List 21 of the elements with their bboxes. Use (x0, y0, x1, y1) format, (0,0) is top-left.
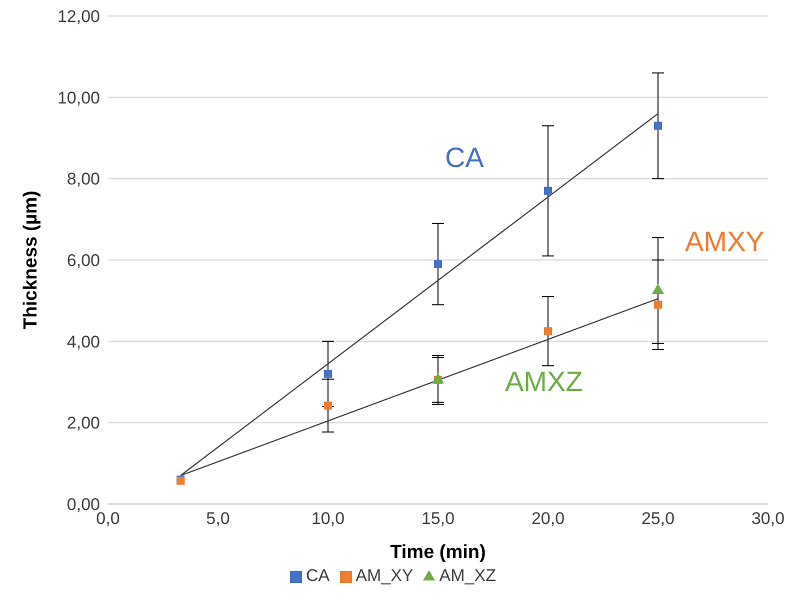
y-tick-label: 12,00 (57, 7, 100, 26)
y-tick-label: 8,00 (66, 170, 100, 189)
y-tick-label: 4,00 (66, 332, 100, 352)
x-tick-label: 25,0 (641, 509, 675, 528)
x-tick-label: 0,0 (96, 509, 120, 528)
x-tick-label: 10,0 (311, 509, 345, 528)
annotation: CA (445, 142, 484, 174)
x-tick-label: 30,0 (751, 509, 785, 528)
legend-label: AM_XZ (439, 566, 496, 585)
x-tick-label: 5,0 (206, 509, 230, 528)
y-axis-title: Thickness (µm) (20, 190, 42, 330)
x-tick-label: 20,0 (531, 509, 565, 528)
annotation: AMXY (685, 226, 764, 258)
legend-label: CA (306, 566, 330, 585)
annotation: AMXZ (505, 366, 583, 398)
x-tick-label: 15,0 (421, 509, 455, 528)
legend-label: AM_XY (356, 566, 414, 585)
y-tick-label: 6,00 (66, 251, 100, 270)
y-tick-label: 10,00 (57, 88, 100, 108)
x-axis-title: Time (min) (390, 542, 486, 563)
y-tick-label: 2,00 (66, 414, 100, 433)
